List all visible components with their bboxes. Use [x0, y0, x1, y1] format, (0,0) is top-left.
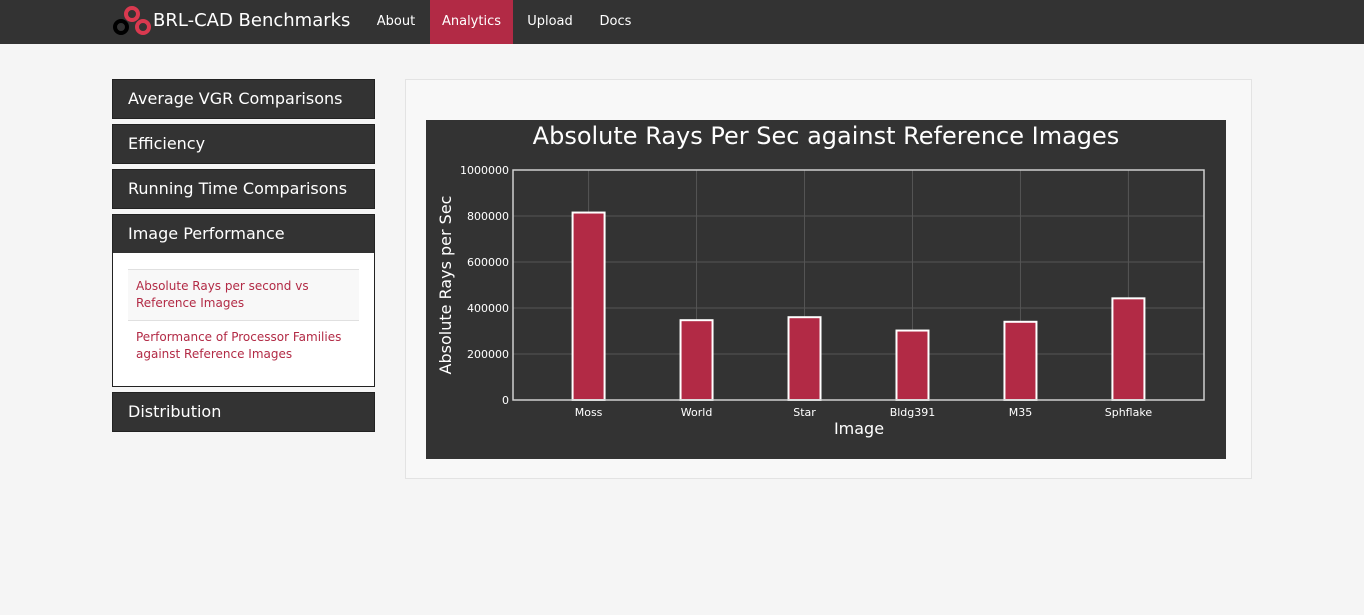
bar-world[interactable]	[679, 319, 714, 401]
x-tick-label: M35	[1009, 406, 1033, 419]
nav-upload[interactable]: Upload	[527, 14, 573, 29]
chart-title: Absolute Rays Per Sec against Reference …	[533, 122, 1120, 150]
chart-y-axis-label: Absolute Rays per Sec	[436, 196, 455, 375]
top-navbar: BRL-CAD Benchmarks About Analytics Uploa…	[0, 0, 1364, 44]
chart-x-axis-label: Image	[834, 419, 884, 438]
x-tick-label: Moss	[575, 406, 603, 419]
bar-sphflake[interactable]	[1111, 297, 1146, 401]
bar-star[interactable]	[787, 316, 822, 401]
nav-analytics[interactable]: Analytics	[430, 0, 513, 44]
y-tick-label: 1000000	[460, 164, 509, 177]
sidebar-section-image-performance[interactable]: Image Performance	[112, 214, 375, 254]
image-performance-panel: Absolute Rays per second vs Reference Im…	[112, 253, 375, 387]
sidebar-section-efficiency[interactable]: Efficiency	[112, 124, 375, 164]
bar-m35[interactable]	[1003, 320, 1038, 401]
nav-about[interactable]: About	[376, 14, 416, 29]
y-tick-label: 0	[502, 394, 509, 407]
brl-cad-logo-icon	[113, 6, 151, 35]
bar-bldg391[interactable]	[895, 329, 930, 401]
sidebar-section-running-time[interactable]: Running Time Comparisons	[112, 169, 375, 209]
brand[interactable]: BRL-CAD Benchmarks	[112, 0, 350, 44]
brand-title: BRL-CAD Benchmarks	[153, 10, 351, 31]
y-tick-label: 400000	[467, 302, 509, 315]
x-tick-label: Star	[793, 406, 816, 419]
bar-chart: Absolute Rays Per Sec against Reference …	[436, 122, 1205, 438]
y-tick-label: 200000	[467, 348, 509, 361]
sidebar-section-distribution[interactable]: Distribution	[112, 392, 375, 432]
link-absolute-rays[interactable]: Absolute Rays per second vs Reference Im…	[128, 269, 359, 320]
x-tick-label: Sphflake	[1105, 406, 1153, 419]
bar-moss[interactable]	[571, 211, 606, 401]
content-panel: Absolute Rays Per Sec against Reference …	[405, 79, 1252, 479]
plot-frame	[512, 169, 1205, 401]
link-processor-families[interactable]: Performance of Processor Families agains…	[128, 320, 359, 371]
sidebar-section-average-vgr[interactable]: Average VGR Comparisons	[112, 79, 375, 119]
y-tick-label: 800000	[467, 210, 509, 223]
x-tick-label: Bldg391	[890, 406, 936, 419]
x-tick-label: World	[681, 406, 713, 419]
y-tick-label: 600000	[467, 256, 509, 269]
chart-container: Absolute Rays Per Sec against Reference …	[426, 120, 1226, 459]
nav-docs[interactable]: Docs	[599, 14, 632, 29]
